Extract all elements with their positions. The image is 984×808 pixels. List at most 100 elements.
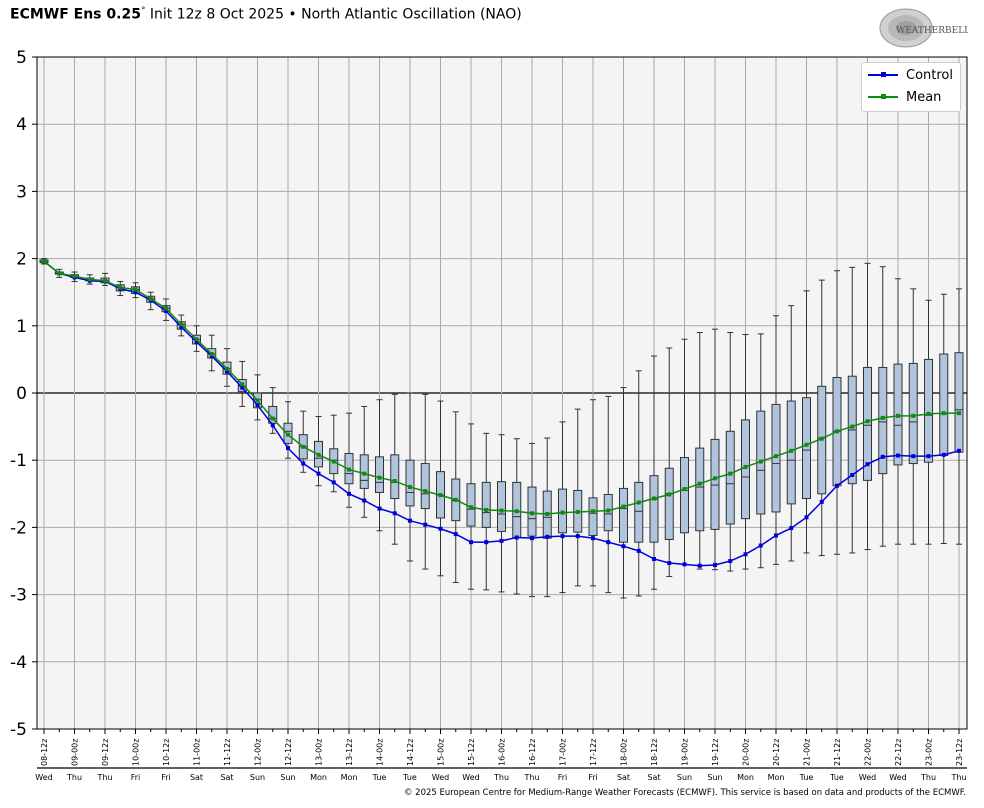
x-tick-label: 10-00z <box>132 739 141 766</box>
control-point <box>499 538 504 543</box>
box <box>863 366 872 481</box>
x-tick-label: 21-00z <box>803 739 812 766</box>
mean-point <box>286 432 290 437</box>
mean-point <box>377 475 382 480</box>
mean-point <box>255 398 260 403</box>
control-point <box>530 536 534 541</box>
x-day-label: Tue <box>402 773 417 782</box>
box <box>588 497 598 536</box>
x-tick-label: 22-00z <box>864 739 873 766</box>
x-day-label: Thu <box>493 773 509 782</box>
control-point <box>301 461 306 466</box>
x-day-label: Tue <box>799 773 814 782</box>
mean-point <box>682 487 687 492</box>
mean-point <box>728 471 733 476</box>
box <box>771 403 781 513</box>
mean-point <box>713 476 717 481</box>
mean-point <box>225 366 229 371</box>
x-day-label: Wed <box>432 773 449 782</box>
x-day-label: Wed <box>462 773 479 782</box>
control-point <box>591 536 595 541</box>
mean-swatch <box>868 94 898 99</box>
x-tick-label: 23-00z <box>925 739 934 766</box>
x-day-label: Wed <box>859 773 876 782</box>
mean-point <box>774 454 778 459</box>
box <box>481 481 491 528</box>
control-point <box>270 423 275 428</box>
x-tick-label: 16-12z <box>528 739 537 766</box>
mean-point <box>865 419 870 424</box>
control-point <box>789 526 794 531</box>
box <box>924 358 933 463</box>
x-day-label: Sun <box>677 773 692 782</box>
mean-point <box>606 508 611 513</box>
mean-point <box>148 296 153 301</box>
mean-point <box>957 411 961 416</box>
box <box>741 419 750 520</box>
mean-point <box>57 271 62 276</box>
x-day-label: Thu <box>96 773 112 782</box>
x-day-label: Wed <box>35 773 52 782</box>
box <box>878 366 888 475</box>
x-tick-label: 17-00z <box>559 739 568 766</box>
mean-point <box>697 481 702 486</box>
mean-point <box>575 509 580 514</box>
control-point <box>377 506 382 511</box>
mean-point <box>819 436 824 441</box>
control-point <box>225 369 229 374</box>
mean-point <box>469 505 473 510</box>
control-point <box>438 526 443 531</box>
y-tick-label: 4 <box>16 115 27 135</box>
weatherbell-logo: WEATHERBELL <box>879 8 968 48</box>
x-day-label: Sun <box>280 773 295 782</box>
control-point <box>697 563 702 568</box>
mean-point <box>240 382 245 387</box>
y-tick-label: 1 <box>16 317 27 337</box>
x-tick-label: 20-00z <box>742 739 751 766</box>
mean-point <box>804 442 809 447</box>
control-point <box>240 385 245 390</box>
control-point <box>758 543 763 548</box>
y-tick-label: -2 <box>10 518 27 538</box>
box <box>634 481 644 543</box>
x-day-label: Sat <box>190 773 203 782</box>
mean-point <box>194 337 199 342</box>
plot-border <box>36 56 968 730</box>
x-tick-label: 13-00z <box>315 739 324 766</box>
x-day-label: Tue <box>372 773 387 782</box>
mean-point <box>301 444 306 449</box>
mean-point <box>453 497 458 502</box>
control-point <box>392 511 397 516</box>
y-tick-label: -5 <box>10 720 27 740</box>
mean-point <box>270 416 275 421</box>
box <box>954 352 964 453</box>
box <box>619 487 628 543</box>
mean-point <box>591 509 595 514</box>
control-point <box>682 562 687 567</box>
mean-point <box>926 411 931 416</box>
mean-point <box>42 259 46 264</box>
control-point <box>164 309 168 314</box>
box <box>375 456 384 493</box>
y-tick-label: 2 <box>16 250 27 270</box>
y-tick-label: -3 <box>10 586 27 606</box>
x-tick-label: 11-00z <box>193 739 202 766</box>
control-point <box>743 552 748 557</box>
legend-label-mean: Mean <box>906 89 942 105</box>
box <box>680 457 689 534</box>
x-day-label: Mon <box>768 773 785 782</box>
control-point <box>819 499 824 504</box>
box <box>497 481 506 532</box>
control-point <box>896 453 900 458</box>
mean-point <box>331 459 336 464</box>
x-tick-label: 16-00z <box>498 739 507 766</box>
control-point <box>926 454 931 459</box>
box <box>466 483 476 527</box>
mean-point <box>499 508 504 513</box>
mean-point <box>758 459 763 464</box>
box <box>695 447 705 532</box>
control-point <box>347 491 351 496</box>
legend-item-control: Control <box>868 66 953 84</box>
control-point <box>774 533 778 538</box>
control-point <box>286 446 290 451</box>
